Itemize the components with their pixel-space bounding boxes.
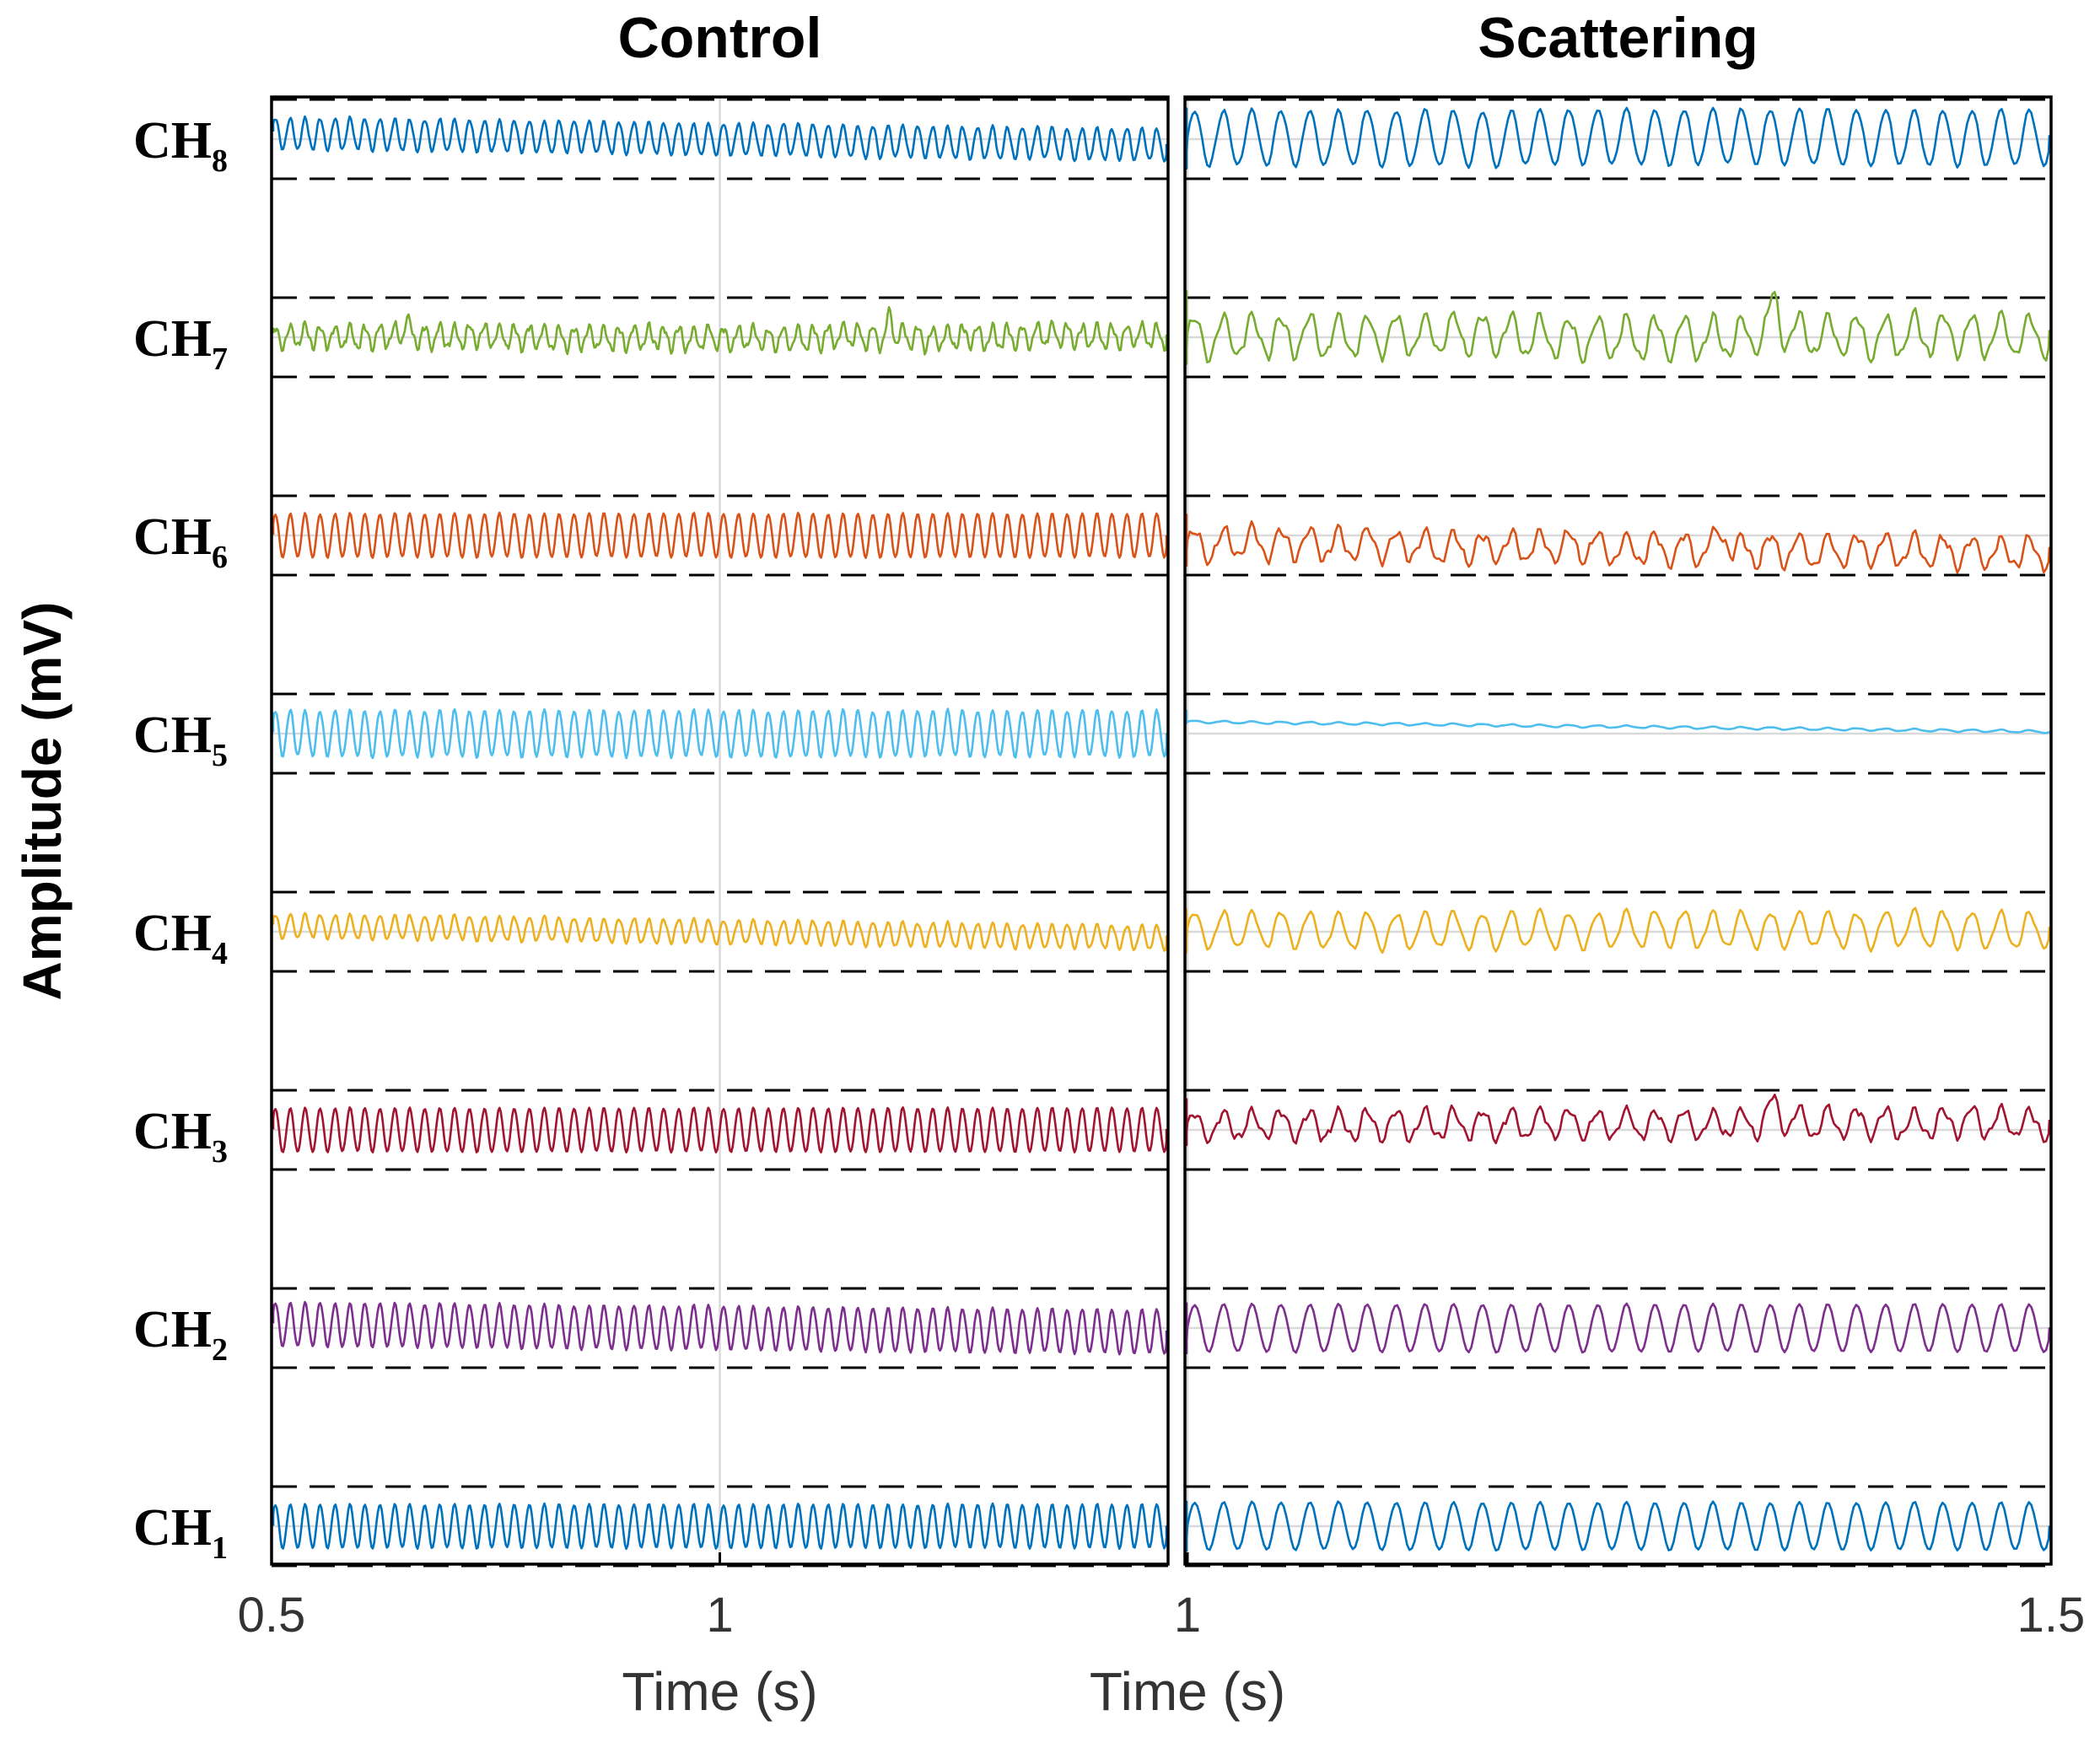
signal-trace-ch7 (1185, 290, 2051, 365)
plot-frame (1183, 95, 2053, 1566)
signal-trace-ch6 (1185, 514, 2051, 574)
signal-trace-ch6 (272, 511, 1168, 559)
channel-label-number: 2 (212, 1332, 228, 1368)
channel-label-base: CH (133, 1103, 212, 1160)
y-axis-label: Amplitude (mV) (12, 602, 73, 1001)
signal-trace-ch3 (1185, 1094, 2051, 1147)
channel-label-number: 6 (212, 540, 228, 575)
panel-title: Control (618, 6, 822, 70)
signal-trace-ch4 (272, 912, 1168, 952)
channel-label-number: 7 (212, 341, 228, 377)
signal-trace-ch1 (272, 1502, 1168, 1551)
x-tick-label: 1.5 (2017, 1588, 2086, 1643)
signal-trace-ch8 (272, 115, 1168, 163)
signal-trace-ch8 (1185, 106, 2051, 169)
x-axis-label: Time (s) (1090, 1661, 1285, 1722)
channel-label-base: CH (133, 112, 212, 169)
channel-label-ch3: CH3 (133, 1103, 228, 1170)
channel-label-ch2: CH2 (133, 1301, 228, 1368)
channel-label-ch6: CH6 (133, 508, 228, 575)
channel-label-base: CH (133, 1301, 212, 1358)
channel-label-ch1: CH1 (133, 1499, 228, 1566)
signal-trace-ch4 (1185, 906, 2051, 955)
signal-trace-ch7 (272, 305, 1168, 356)
signal-trace-ch2 (1185, 1302, 2051, 1355)
channel-label-base: CH (133, 707, 212, 764)
channel-label-number: 5 (212, 738, 228, 773)
signal-trace-ch1 (1185, 1500, 2051, 1552)
x-tick-label: 1 (1174, 1588, 1201, 1643)
channel-label-ch4: CH4 (133, 905, 228, 971)
signal-trace-ch2 (272, 1300, 1168, 1356)
x-tick-label: 0.5 (238, 1588, 306, 1643)
channel-label-number: 8 (212, 143, 228, 179)
channel-label-base: CH (133, 1499, 212, 1557)
channel-label-base: CH (133, 905, 212, 962)
channel-label-ch7: CH7 (133, 310, 228, 377)
signal-trace-ch3 (272, 1106, 1168, 1154)
channel-label-number: 3 (212, 1134, 228, 1170)
x-axis-label: Time (s) (622, 1661, 817, 1722)
panel-scattering: Scattering 1 1.5 Time (s) (1090, 6, 2085, 1722)
x-tick-label: 1 (706, 1588, 733, 1643)
panel-title: Scattering (1478, 6, 1758, 70)
channel-label-base: CH (133, 310, 212, 368)
panel-control: Control 0.5 1 Time (s) (238, 6, 1170, 1722)
signal-trace-ch5 (272, 707, 1168, 760)
signal-trace-ch5 (1185, 709, 2051, 734)
channel-label-ch5: CH5 (133, 707, 228, 773)
channel-label-number: 1 (212, 1530, 228, 1566)
channel-label-base: CH (133, 508, 212, 566)
panels: Control 0.5 1 Time (s) Scattering 1 1.5 Time (s… (238, 6, 2086, 1722)
channel-label-ch8: CH8 (133, 112, 228, 179)
channel-label-number: 4 (212, 936, 228, 971)
